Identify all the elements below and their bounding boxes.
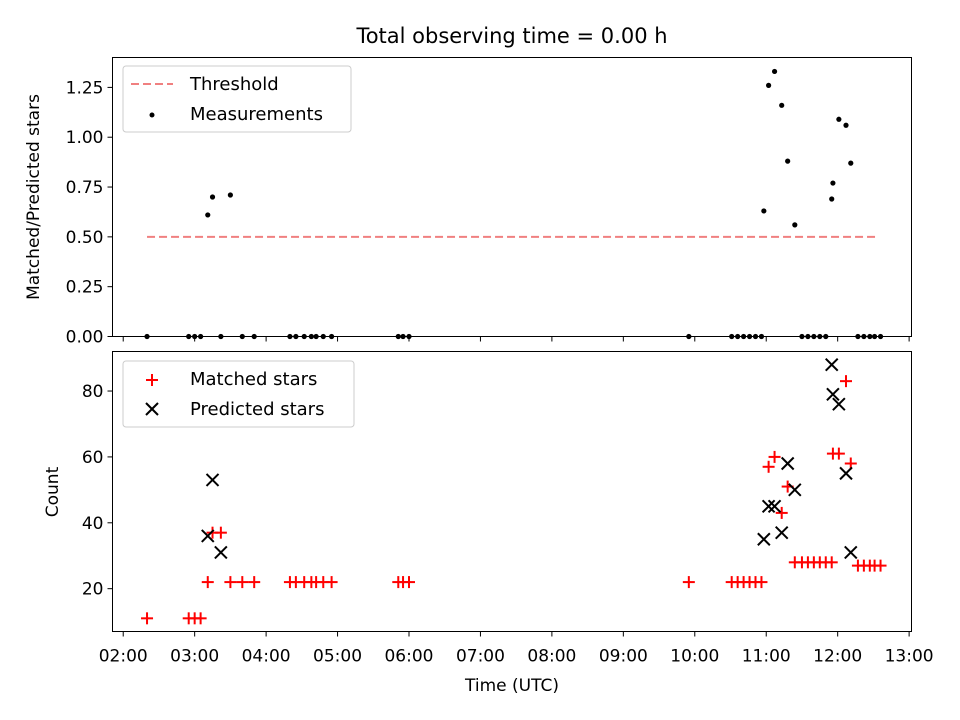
x-tick-label: 12:00	[813, 647, 862, 667]
measurement-point	[785, 158, 791, 164]
measurement-point	[829, 196, 835, 202]
x-tick-label: 02:00	[99, 647, 148, 667]
predicted-star-marker	[832, 397, 846, 411]
matched-star-marker	[874, 559, 887, 572]
matched-star-marker	[768, 450, 781, 463]
measurement-point	[761, 208, 767, 214]
bottom-y-tick-label: 20	[82, 580, 104, 600]
top-legend-box	[122, 65, 352, 133]
bottom-legend-box	[122, 360, 355, 428]
legend-predicted-label: Predicted stars	[190, 399, 324, 420]
matched-star-marker	[762, 460, 775, 473]
measurement-point	[779, 102, 785, 108]
matched-star-marker	[325, 576, 338, 589]
top-y-tick-label: 0.75	[66, 178, 104, 198]
measurement-point	[843, 122, 849, 128]
legend-matched-label: Matched stars	[190, 369, 317, 390]
measurement-point	[848, 160, 854, 166]
top-y-tick-label: 0.25	[66, 278, 104, 298]
predicted-star-marker	[205, 473, 220, 487]
x-tick-label: 05:00	[313, 647, 362, 667]
x-tick-label: 07:00	[456, 647, 505, 667]
matched-star-marker	[840, 375, 853, 388]
legend-predicted-swatch	[145, 402, 159, 416]
top-panel: 0.00 0.25 0.50 0.75 1.00 1.25 Matched/Predict…	[24, 57, 912, 348]
bottom-y-axis-label: Count	[43, 466, 63, 517]
predicted-star-marker	[761, 499, 776, 514]
predicted-star-marker	[844, 545, 858, 560]
predicted-star-marker	[780, 456, 795, 471]
matched-stars-layer	[141, 375, 887, 625]
legend-threshold-label: Threshold	[189, 74, 279, 95]
legend-matched-swatch	[146, 374, 158, 386]
measurement-point	[205, 212, 211, 218]
top-y-tick-label: 1.00	[66, 128, 104, 148]
matched-star-marker	[248, 576, 261, 589]
x-axis-label: Time (UTC)	[464, 676, 559, 696]
x-tick-label: 08:00	[527, 647, 576, 667]
bottom-x-ticks: 02:00 03:00 04:00 05:00 06:00 07:00 08:00 09:00…	[99, 631, 934, 667]
bottom-y-tick-label: 60	[82, 448, 104, 468]
predicted-star-marker	[825, 357, 839, 372]
top-legend: Threshold Measurements	[122, 65, 352, 133]
matched-star-marker	[214, 526, 227, 539]
x-tick-label: 06:00	[384, 647, 433, 667]
top-y-tick-label: 0.00	[66, 328, 104, 348]
bottom-y-tick-label: 80	[82, 382, 104, 402]
bottom-axes-frame	[112, 351, 912, 632]
matched-star-marker	[236, 576, 249, 589]
predicted-star-marker	[839, 466, 853, 481]
matched-star-marker	[832, 447, 845, 460]
matched-star-marker	[194, 612, 207, 625]
x-tick-label: 09:00	[599, 647, 648, 667]
x-tick-label: 10:00	[670, 647, 719, 667]
measurement-point	[227, 192, 233, 198]
predicted-stars-layer	[201, 357, 858, 560]
measurement-point	[766, 82, 772, 88]
matched-star-marker	[755, 576, 768, 589]
x-tick-label: 11:00	[742, 647, 791, 667]
x-tick-label: 04:00	[242, 647, 291, 667]
predicted-star-marker	[757, 532, 771, 546]
top-y-axis-label: Matched/Predicted stars	[24, 94, 44, 300]
predicted-star-marker	[201, 529, 215, 543]
top-y-tick-label: 1.25	[66, 78, 104, 98]
legend-measurements-label: Measurements	[190, 104, 323, 125]
top-y-ticks: 0.00 0.25 0.50 0.75 1.00 1.25	[66, 78, 113, 348]
chart-title: Total observing time = 0.00 h	[355, 24, 667, 48]
matched-star-marker	[141, 612, 154, 625]
predicted-star-marker	[214, 545, 228, 560]
x-tick-label: 13:00	[885, 647, 934, 667]
predicted-star-marker	[775, 525, 789, 540]
matched-star-marker	[201, 576, 214, 589]
predicted-star-marker	[767, 499, 782, 514]
matched-star-marker	[224, 576, 237, 589]
x-tick-label: 03:00	[170, 647, 219, 667]
matched-star-marker	[825, 556, 838, 569]
matched-star-marker	[682, 576, 695, 589]
top-axes-frame	[112, 57, 912, 337]
measurement-point	[836, 116, 842, 122]
bottom-y-ticks: 20 40 60 80	[82, 382, 113, 600]
bottom-y-tick-label: 40	[82, 514, 104, 534]
predicted-star-marker	[788, 483, 802, 497]
measurement-point	[771, 68, 778, 75]
measurement-point	[209, 194, 216, 200]
top-y-tick-label: 0.50	[66, 228, 104, 248]
top-x-ticks	[122, 336, 910, 342]
measurement-point	[792, 222, 798, 228]
measurement-point	[830, 180, 836, 186]
legend-measurements-swatch	[149, 112, 155, 118]
predicted-star-marker	[826, 387, 840, 402]
matched-star-marker	[775, 506, 788, 519]
bottom-legend: Matched stars Predicted stars	[122, 360, 355, 428]
matched-star-marker	[402, 576, 415, 589]
